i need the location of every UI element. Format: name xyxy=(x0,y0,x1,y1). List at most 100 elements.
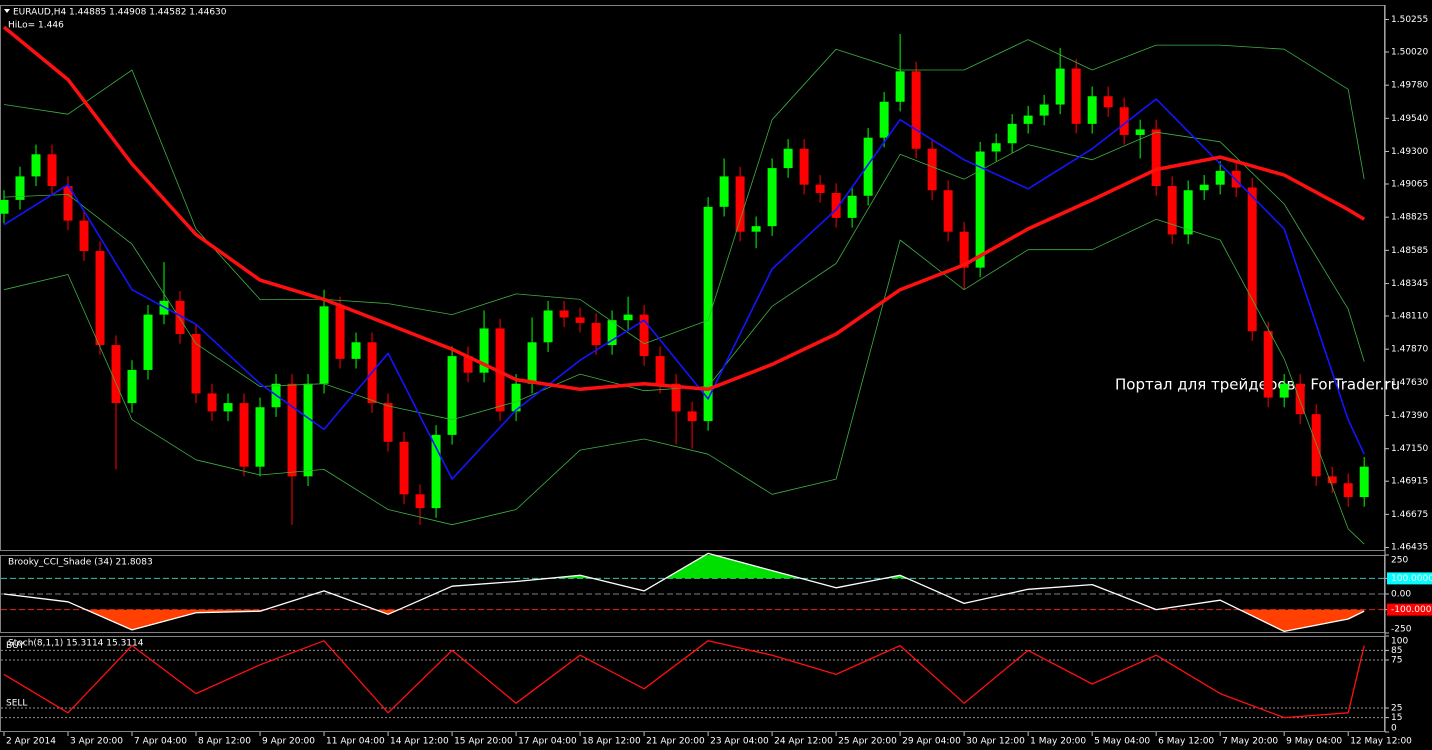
candle-body xyxy=(319,306,329,384)
panel-title: EURAUD,H4 1.44885 1.44908 1.44582 1.4463… xyxy=(13,8,227,18)
candle-body xyxy=(1087,96,1097,124)
candle-body xyxy=(927,148,937,191)
candle-body xyxy=(1247,187,1257,332)
candle-body xyxy=(991,143,1001,152)
candle-body xyxy=(591,322,601,346)
candle-body xyxy=(911,71,921,149)
candle-body xyxy=(895,71,905,102)
candle-body xyxy=(15,176,25,200)
level-annotation: BUY xyxy=(6,641,25,651)
y-tick-label: 0 xyxy=(1391,724,1397,734)
candle-body xyxy=(623,314,633,321)
candle-body xyxy=(303,383,313,477)
indicator-line xyxy=(3,98,1365,480)
panel-title: Brooky_CCI_Shade (34) 21.8083 xyxy=(8,558,153,568)
candle-body xyxy=(703,206,713,422)
candle-body xyxy=(1183,190,1193,235)
x-tick-label: 3 Apr 20:00 xyxy=(70,737,123,747)
y-tick-label: 1.46915 xyxy=(1391,477,1428,487)
x-tick-label: 9 Apr 20:00 xyxy=(262,737,315,747)
y-tick-label: 1.47150 xyxy=(1391,444,1428,454)
indicator-line xyxy=(3,131,1365,421)
candle-body xyxy=(447,356,457,435)
x-tick-label: 6 May 12:00 xyxy=(1158,737,1214,747)
candle-body xyxy=(79,220,89,252)
indicator-line xyxy=(3,552,1365,633)
y-tick-label: 1.47390 xyxy=(1391,411,1428,421)
x-tick-label: 8 Apr 12:00 xyxy=(198,737,251,747)
candle-body xyxy=(383,403,393,442)
y-tick-label: 75 xyxy=(1391,656,1402,666)
candle-body xyxy=(399,441,409,495)
candle-body xyxy=(335,306,345,359)
y-tick-label: 1.48345 xyxy=(1391,279,1428,289)
candle-body xyxy=(223,403,233,412)
x-tick-label: 1 May 20:00 xyxy=(1030,737,1086,747)
candle-body xyxy=(255,407,265,467)
y-tick-label: 1.48825 xyxy=(1391,213,1428,223)
candle-body xyxy=(1215,170,1225,185)
x-tick-label: 14 Apr 12:00 xyxy=(390,737,449,747)
x-tick-label: 30 Apr 12:00 xyxy=(966,737,1025,747)
candle-body xyxy=(463,356,473,373)
candle-body xyxy=(847,195,857,218)
x-tick-label: 21 Apr 20:00 xyxy=(646,737,705,747)
candle-body xyxy=(607,320,617,346)
candle-body xyxy=(1151,129,1161,187)
y-tick-label: 25 xyxy=(1391,704,1402,714)
y-tick-label: 1.49065 xyxy=(1391,180,1428,190)
candle-body xyxy=(751,226,761,232)
y-tick-label: 15 xyxy=(1391,713,1402,723)
candle-body xyxy=(31,154,41,177)
y-tick-label: 1.49780 xyxy=(1391,81,1428,91)
candle-body xyxy=(1327,476,1337,484)
candle-body xyxy=(543,310,553,343)
candle-body xyxy=(975,151,985,268)
candle-body xyxy=(1135,129,1145,135)
candle-body xyxy=(1263,331,1273,398)
menu-triangle xyxy=(4,9,10,13)
indicator-line xyxy=(3,39,1365,345)
x-tick-label: 7 May 20:00 xyxy=(1222,737,1278,747)
candle-body xyxy=(831,192,841,218)
indicator-line xyxy=(2,25,1366,392)
x-tick-label: 12 May 12:00 xyxy=(1350,737,1412,747)
candle-body xyxy=(1007,123,1017,144)
candle-body xyxy=(863,137,873,196)
candle-body xyxy=(671,383,681,412)
candle-body xyxy=(815,184,825,193)
indicator-line xyxy=(3,218,1365,545)
y-tick-label: 1.46675 xyxy=(1391,510,1428,520)
candle-body xyxy=(527,342,537,384)
x-tick-label: 9 May 04:00 xyxy=(1286,737,1342,747)
candle-body xyxy=(767,168,777,227)
x-tick-label: 18 Apr 12:00 xyxy=(582,737,641,747)
y-tick-label: 250 xyxy=(1391,556,1408,566)
x-tick-label: 5 May 04:00 xyxy=(1094,737,1150,747)
candle-body xyxy=(511,383,521,412)
x-tick-label: 15 Apr 20:00 xyxy=(454,737,513,747)
candle-body xyxy=(943,190,953,232)
candle-body xyxy=(1359,466,1369,498)
x-tick-label: 29 Apr 04:00 xyxy=(902,737,961,747)
y-tick-label: -100.0000 xyxy=(1391,605,1432,615)
y-tick-label: 1.48110 xyxy=(1391,312,1428,322)
candle-body xyxy=(687,411,697,422)
candle-body xyxy=(575,317,585,323)
y-tick-label: 100.0000 xyxy=(1391,574,1432,584)
candle-body xyxy=(655,356,665,384)
candle-body xyxy=(479,328,489,373)
y-tick-label: 1.50020 xyxy=(1391,47,1428,57)
candle-body xyxy=(783,148,793,169)
watermark: Портал для трейдеров - ForTrader.ru xyxy=(1115,376,1400,394)
candle-body xyxy=(287,383,297,477)
level-annotation: SELL xyxy=(6,699,27,709)
candle-body xyxy=(95,251,105,346)
x-tick-label: 25 Apr 20:00 xyxy=(838,737,897,747)
y-tick-label: 100 xyxy=(1391,637,1408,647)
indicator-line xyxy=(3,640,1365,719)
candle-body xyxy=(1343,483,1353,498)
x-tick-label: 11 Apr 04:00 xyxy=(326,737,385,747)
